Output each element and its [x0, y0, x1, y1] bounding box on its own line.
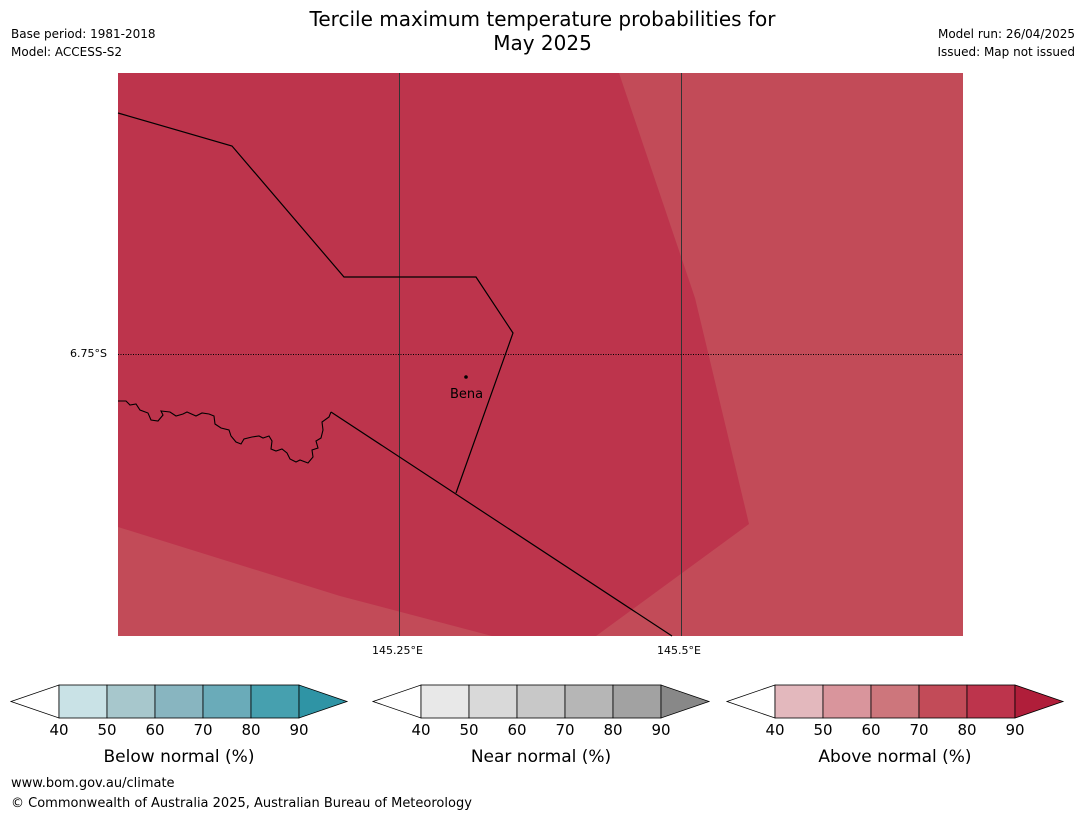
province-border — [117, 112, 514, 494]
map-mid-probability-area-east — [596, 73, 963, 636]
place-label-bena: Bena — [450, 387, 484, 402]
model-name: Model: ACCESS-S2 — [11, 45, 123, 59]
footer: www.bom.gov.au/climate © Commonwealth of… — [11, 774, 472, 814]
base-period: Base period: 1981-2018 — [11, 27, 156, 41]
footer-copyright: © Commonwealth of Australia 2025, Austra… — [11, 796, 472, 811]
run-info: Model run: 26/04/2025 Issued: Map not is… — [937, 25, 1075, 61]
model-info: Base period: 1981-2018 Model: ACCESS-S2 — [11, 25, 156, 61]
map-mid-probability-area-south — [118, 527, 492, 636]
province-border — [330, 411, 673, 637]
place-marker-dot — [464, 375, 468, 379]
province-border-river — [118, 400, 332, 464]
longitude-label-2: 145.5°E — [657, 644, 701, 657]
footer-url: www.bom.gov.au/climate — [11, 776, 175, 791]
model-run: Model run: 26/04/2025 — [937, 27, 1075, 41]
latitude-label: 6.75°S — [70, 347, 107, 360]
map-title: Tercile maximum temperature probabilitie… — [309, 7, 776, 55]
issued-status: Issued: Map not issued — [937, 45, 1075, 59]
longitude-label-1: 145.25°E — [372, 644, 423, 657]
